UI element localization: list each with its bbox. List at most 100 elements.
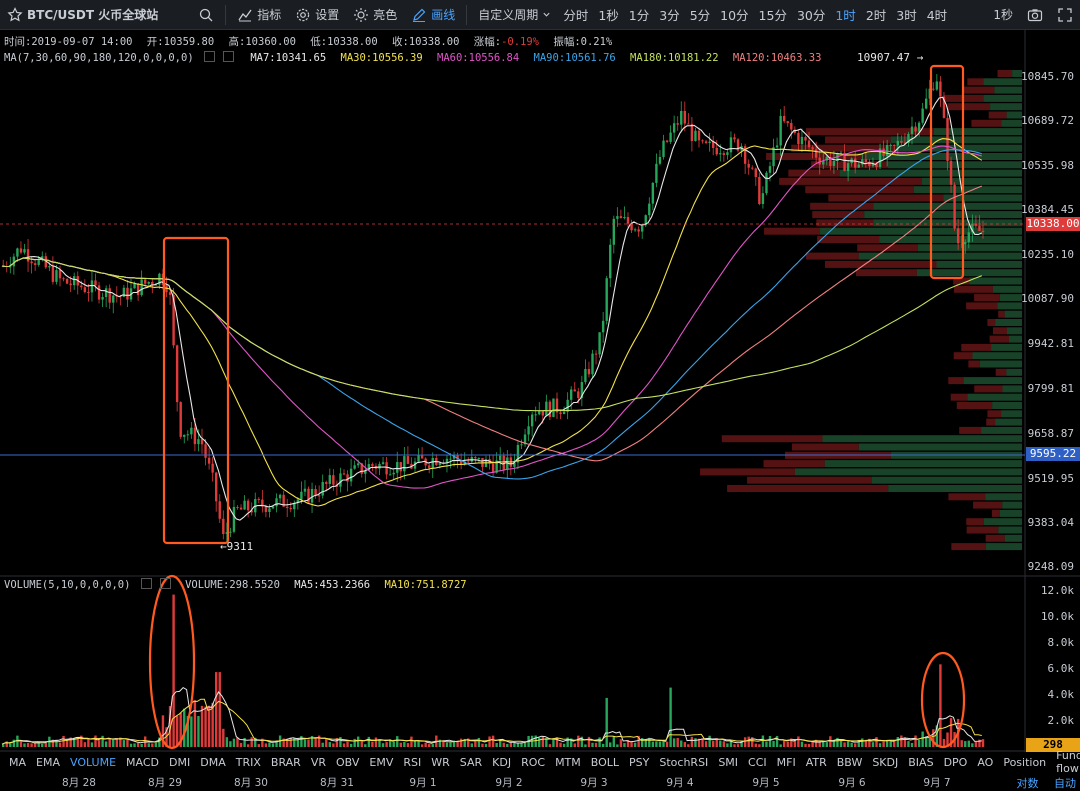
indicator-dpo[interactable]: DPO: [943, 755, 968, 769]
volume-bar: [644, 740, 647, 747]
volume-bar: [374, 737, 378, 747]
indicator-bias[interactable]: BIAS: [908, 755, 934, 769]
volume-bar: [779, 744, 782, 747]
right-period[interactable]: 1秒: [993, 8, 1013, 22]
indicator-dmi[interactable]: DMI: [169, 755, 191, 769]
profile-sell-bar: [991, 509, 1000, 517]
indicator-rsi[interactable]: RSI: [403, 755, 422, 769]
candle-body: [16, 248, 19, 257]
line-price-tag: 9595.22: [1026, 447, 1080, 461]
period-10[interactable]: 3时: [896, 8, 917, 23]
indicator-stochrsi[interactable]: StochRSI: [659, 755, 709, 769]
indicator-brar[interactable]: BRAR: [270, 755, 301, 769]
candle-body: [364, 470, 367, 474]
indicator-ema[interactable]: EMA: [36, 755, 60, 769]
settings-icon[interactable]: [140, 578, 152, 589]
period-7[interactable]: 30分: [796, 8, 826, 23]
indicator-bbw[interactable]: BBW: [836, 755, 863, 769]
log-scale-toggle[interactable]: 对数: [1016, 777, 1039, 790]
fullscreen-button[interactable]: [1050, 0, 1080, 30]
volume-bar: [293, 738, 296, 747]
candle-body: [736, 139, 740, 151]
indicator-position[interactable]: Position: [1003, 755, 1047, 769]
volume-bar: [112, 739, 115, 747]
candle-body: [69, 283, 72, 286]
period-3[interactable]: 3分: [659, 8, 680, 23]
period-6[interactable]: 15分: [758, 8, 787, 23]
indicators-button[interactable]: 指标: [230, 0, 288, 30]
indicator-macd[interactable]: MACD: [126, 755, 160, 769]
profile-sell-bar: [805, 252, 859, 260]
volume-bar: [964, 741, 967, 747]
indicator-boll[interactable]: BOLL: [590, 755, 620, 769]
candle-body: [580, 382, 584, 399]
price-tick: 9942.81: [1027, 337, 1074, 350]
search-button[interactable]: [191, 0, 221, 30]
period-11[interactable]: 4时: [926, 8, 948, 23]
volume-bar: [218, 672, 221, 747]
indicator-mtm[interactable]: MTM: [555, 755, 581, 769]
candle-body: [502, 455, 505, 470]
close-icon[interactable]: [159, 578, 171, 589]
indicator-trix[interactable]: TRIX: [235, 755, 261, 769]
date-tick: 9月 7: [923, 777, 951, 789]
profile-buy-bar: [890, 136, 1022, 144]
time-axis[interactable]: 8月 28 8月 29 8月 30 8月 31 9月 1 9月 2 9月 3 9月 4 9月 5…: [0, 772, 1080, 791]
price-tick: 9383.04: [1027, 516, 1074, 529]
indicator-skdj[interactable]: SKDJ: [872, 755, 899, 769]
candle-body: [420, 454, 424, 459]
volume-bar: [399, 742, 402, 747]
period-8[interactable]: 1时: [835, 8, 856, 23]
volume-bar: [243, 737, 246, 747]
indicator-volume[interactable]: VOLUME: [69, 755, 117, 769]
close-icon[interactable]: [222, 51, 234, 62]
indicator-ma[interactable]: MA: [9, 755, 27, 769]
star-icon[interactable]: [7, 6, 23, 23]
volume-bar: [971, 743, 974, 747]
period-2[interactable]: 1分: [628, 8, 650, 23]
candle-body: [300, 491, 303, 500]
indicator-vr[interactable]: VR: [310, 755, 326, 769]
auto-scale-toggle[interactable]: 自动: [1054, 777, 1076, 790]
volume-bar: [768, 736, 772, 747]
volume-bar: [154, 742, 158, 747]
indicator-smi[interactable]: SMI: [718, 755, 739, 769]
indicator-obv[interactable]: OBV: [336, 755, 360, 769]
profile-sell-bar: [763, 460, 825, 468]
indicator-atr[interactable]: ATR: [805, 755, 827, 769]
custom-period-dropdown[interactable]: 自定义周期: [471, 0, 558, 30]
price-chart[interactable]: [0, 0, 1080, 752]
drawing-button[interactable]: 画线: [404, 0, 462, 30]
indicator-emv[interactable]: EMV: [369, 755, 394, 769]
period-9[interactable]: 2时: [865, 8, 887, 23]
period-0[interactable]: 分时: [563, 8, 589, 23]
indicator-cci[interactable]: CCI: [748, 755, 767, 769]
volume-bar: [80, 735, 83, 747]
candle-body: [23, 249, 26, 253]
settings-icon[interactable]: [203, 51, 215, 62]
scale-options: 对数 自动: [1005, 775, 1077, 791]
indicator-fund-flow[interactable]: Fund-flow: [1056, 749, 1080, 775]
candle-body: [665, 140, 669, 142]
volume-bar: [193, 700, 197, 747]
period-4[interactable]: 5分: [689, 8, 711, 23]
annotation-box-drop: [162, 236, 230, 545]
indicator-wr[interactable]: WR: [431, 755, 450, 769]
indicator-ao[interactable]: AO: [977, 755, 994, 769]
candle-body: [218, 501, 221, 519]
indicator-mfi[interactable]: MFI: [776, 755, 796, 769]
settings-button[interactable]: 设置: [288, 0, 346, 30]
candle-body: [612, 218, 615, 245]
volume-bar: [804, 743, 807, 747]
indicator-dma[interactable]: DMA: [200, 755, 226, 769]
brightness-button[interactable]: 亮色: [346, 0, 404, 30]
indicator-kdj[interactable]: KDJ: [492, 755, 512, 769]
candle-body: [403, 456, 406, 472]
period-1[interactable]: 1秒: [598, 8, 619, 23]
indicator-sar[interactable]: SAR: [459, 755, 483, 769]
screenshot-button[interactable]: [1020, 0, 1050, 30]
favorite-pair[interactable]: BTC/USDT 火币全球站: [0, 0, 165, 30]
period-5[interactable]: 10分: [720, 8, 749, 23]
indicator-roc[interactable]: ROC: [521, 755, 546, 769]
indicator-psy[interactable]: PSY: [629, 755, 650, 769]
